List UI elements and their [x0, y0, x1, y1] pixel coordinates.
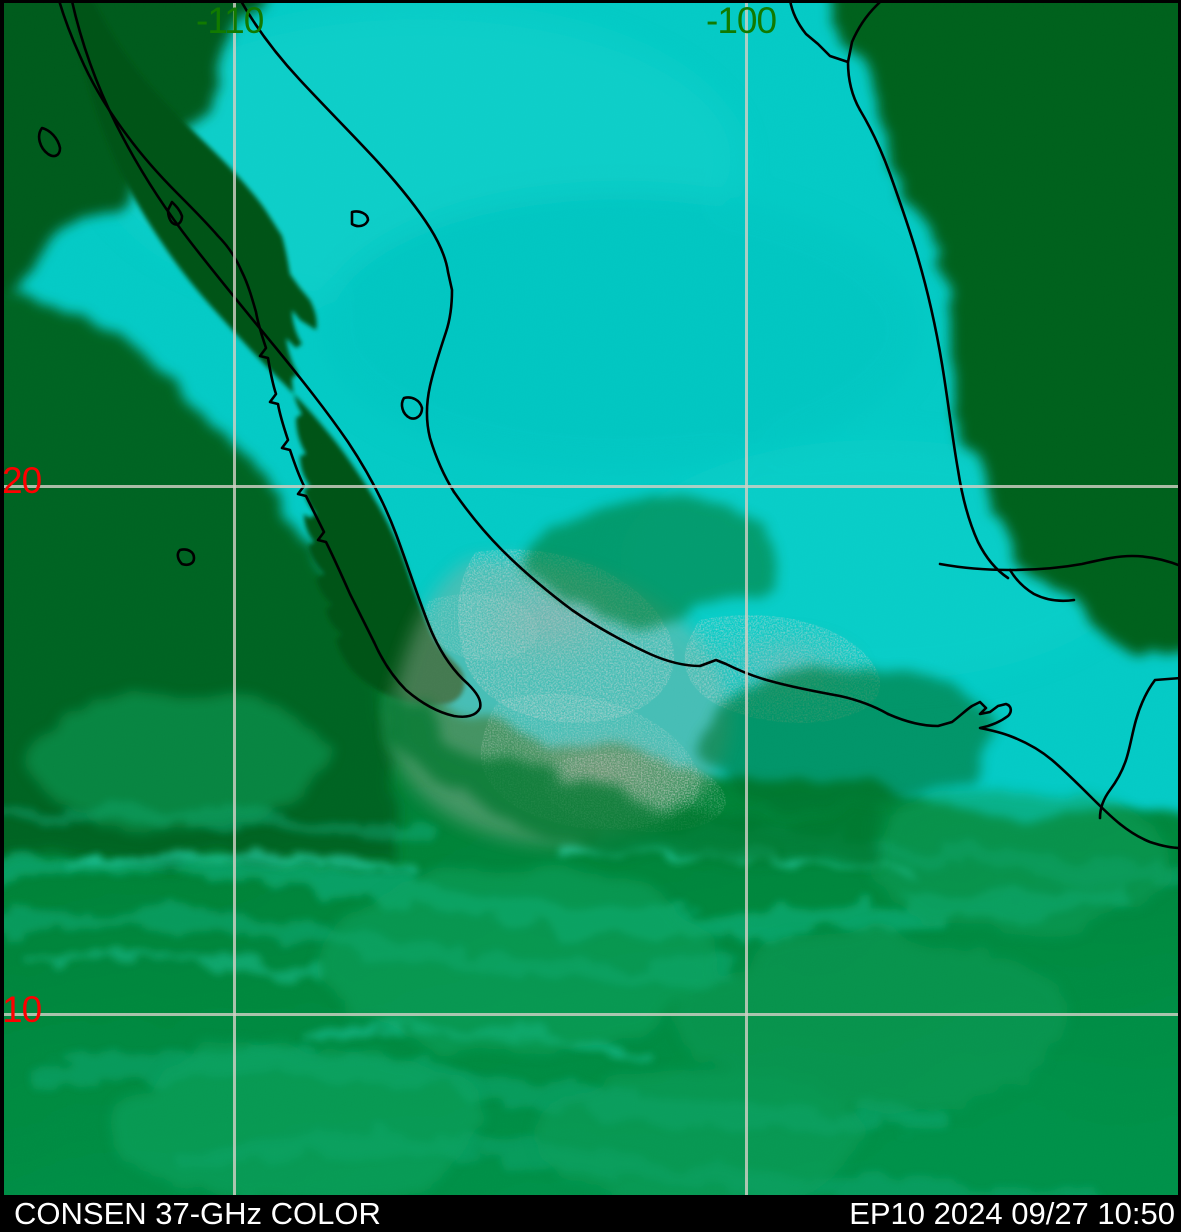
product-label: CONSEN 37-GHz COLOR: [14, 1196, 381, 1231]
satellite-imagery: [0, 0, 1181, 1195]
satellite-image-panel[interactable]: -110 -100 20 10: [0, 0, 1181, 1195]
storm-timestamp-label: EP10 2024 09/27 10:50: [849, 1196, 1175, 1231]
caption-bar: CONSEN 37-GHz COLOR EP10 2024 09/27 10:5…: [0, 1195, 1181, 1232]
